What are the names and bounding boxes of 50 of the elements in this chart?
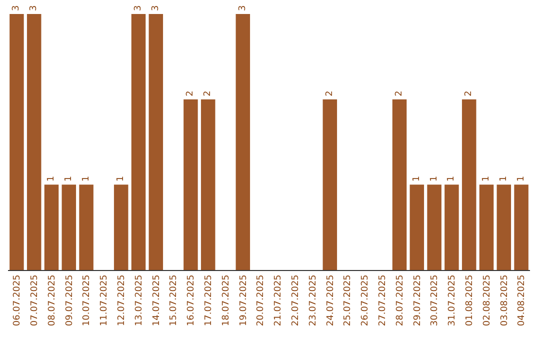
x-tick-label: 31.07.2025 <box>448 274 458 326</box>
x-tick-label: 25.07.2025 <box>343 274 354 326</box>
x-tick-label: 09.07.2025 <box>64 274 75 326</box>
data-label: 2 <box>324 90 335 96</box>
data-label: 1 <box>498 176 509 182</box>
x-tick-label: 11.07.2025 <box>100 274 110 326</box>
x-tick-label: 24.07.2025 <box>326 274 336 326</box>
data-label: 1 <box>81 176 92 182</box>
x-tick-label: 13.07.2025 <box>134 274 144 326</box>
data-label: 2 <box>186 90 196 96</box>
data-label: 1 <box>429 176 440 182</box>
x-tick-label: 02.08.2025 <box>482 274 492 326</box>
data-label: 1 <box>516 176 526 182</box>
x-tick-label: 14.07.2025 <box>152 274 162 326</box>
data-label: 2 <box>203 90 214 96</box>
data-label: 1 <box>482 176 492 182</box>
x-tick-label: 08.07.2025 <box>47 274 58 326</box>
x-tick-label: 21.07.2025 <box>274 274 284 326</box>
data-label: 1 <box>412 176 422 182</box>
x-tick-label: 22.07.2025 <box>291 274 302 326</box>
x-tick-label: 03.08.2025 <box>500 274 510 326</box>
x-tick-label: 07.07.2025 <box>30 274 40 326</box>
x-tick-label: 17.07.2025 <box>204 274 214 326</box>
x-tick-label: 30.07.2025 <box>430 274 440 326</box>
x-tick-label: 12.07.2025 <box>117 274 128 326</box>
data-label: 3 <box>238 5 248 11</box>
data-label: 2 <box>394 90 404 96</box>
x-tick-label: 26.07.2025 <box>360 274 371 326</box>
x-tick-label: 23.07.2025 <box>308 274 318 326</box>
data-label: 3 <box>29 5 40 11</box>
data-label: 3 <box>134 5 144 11</box>
x-tick-label: 29.07.2025 <box>412 274 423 326</box>
data-label: 1 <box>116 176 126 182</box>
x-tick-label: 16.07.2025 <box>186 274 197 326</box>
x-tick-label: 27.07.2025 <box>378 274 388 326</box>
x-tick-label: 04.08.2025 <box>517 274 528 326</box>
x-tick-label: 28.07.2025 <box>395 274 406 326</box>
x-tick-label: 10.07.2025 <box>82 274 92 326</box>
x-tick-label: 15.07.2025 <box>169 274 180 326</box>
data-label: 1 <box>446 176 457 182</box>
data-label: 2 <box>464 90 474 96</box>
data-label: 1 <box>46 176 56 182</box>
data-label: 1 <box>64 176 74 182</box>
data-label: 3 <box>150 5 161 11</box>
x-tick-label: 01.08.2025 <box>465 274 476 326</box>
data-label: 3 <box>12 5 22 11</box>
x-tick-label: 06.07.2025 <box>12 274 23 326</box>
x-tick-label: 20.07.2025 <box>256 274 266 326</box>
x-tick-label: 18.07.2025 <box>221 274 232 326</box>
x-tick-label: 19.07.2025 <box>238 274 249 326</box>
